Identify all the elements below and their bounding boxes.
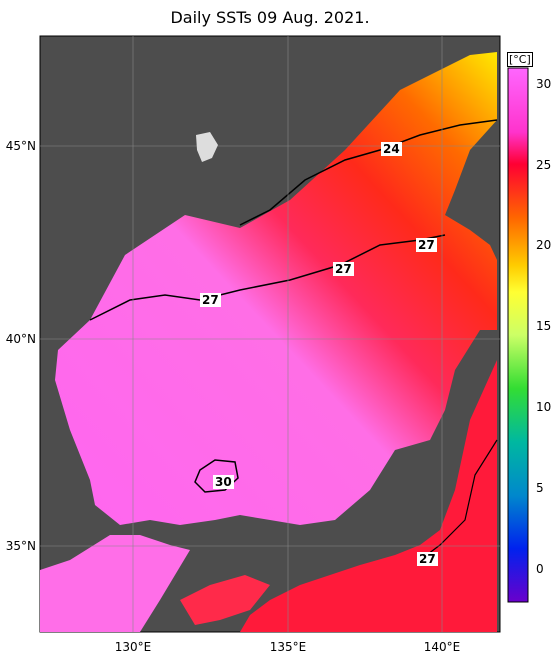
colorbar-tick-15: 15 xyxy=(536,319,552,333)
lat-label-45: 45°N xyxy=(5,139,36,153)
contour-label-24: 24 xyxy=(381,142,402,156)
colorbar-tick-5: 5 xyxy=(536,481,544,495)
colorbar-tick-30: 30 xyxy=(536,77,552,91)
colorbar xyxy=(507,67,529,603)
colorbar-unit: [°C] xyxy=(507,52,533,67)
lat-label-35: 35°N xyxy=(5,539,36,553)
colorbar-tick-25: 25 xyxy=(536,158,552,172)
korea-strait-sea xyxy=(40,535,190,632)
lon-label-135: 135°E xyxy=(269,640,307,654)
graticule xyxy=(40,36,500,632)
colorbar-tick-0: 0 xyxy=(536,562,544,576)
island-shape xyxy=(196,132,218,162)
contour-24 xyxy=(239,119,498,226)
map-title: Daily SSTs 09 Aug. 2021. xyxy=(170,8,370,27)
colorbar-tick-20: 20 xyxy=(536,238,552,252)
sea-of-japan xyxy=(55,52,497,525)
lat-label-40: 40°N xyxy=(5,332,36,346)
contour-label-27-c: 27 xyxy=(200,293,221,307)
colorbar-tick-10: 10 xyxy=(536,400,552,414)
contour-label-27-a: 27 xyxy=(416,238,437,252)
contour-label-30: 30 xyxy=(213,475,234,489)
contour-label-27-b: 27 xyxy=(333,262,354,276)
lon-label-130: 130°E xyxy=(114,640,152,654)
lon-label-140: 140°E xyxy=(423,640,461,654)
contour-27-north xyxy=(89,234,446,321)
contour-27-south xyxy=(419,439,498,561)
contour-label-27-d: 27 xyxy=(417,552,438,566)
inland-sea xyxy=(180,575,270,625)
